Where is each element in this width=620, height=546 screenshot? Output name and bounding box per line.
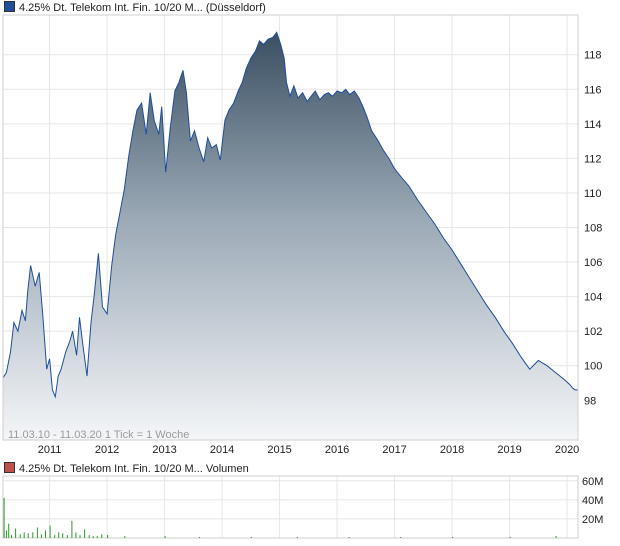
volume-bar bbox=[66, 535, 68, 538]
price-y-tick-label: 106 bbox=[584, 257, 602, 269]
volume-bar bbox=[164, 536, 166, 538]
price-y-tick-label: 116 bbox=[584, 84, 602, 96]
volume-bar bbox=[8, 523, 10, 538]
volume-bar bbox=[250, 537, 252, 538]
volume-bar bbox=[107, 535, 109, 538]
volume-bar bbox=[23, 532, 25, 538]
volume-bar bbox=[96, 536, 98, 538]
volume-y-tick-label: 60M bbox=[582, 476, 603, 488]
volume-bar bbox=[62, 533, 64, 538]
volume-bar bbox=[75, 532, 77, 538]
volume-bar bbox=[27, 533, 29, 538]
price-area bbox=[3, 32, 578, 441]
price-y-tick-label: 100 bbox=[584, 361, 602, 373]
price-y-tick-label: 114 bbox=[584, 119, 602, 131]
volume-bar bbox=[84, 529, 86, 538]
volume-bars bbox=[3, 497, 557, 538]
volume-bar bbox=[32, 532, 34, 538]
range-annotation: 11.03.10 - 11.03.20 1 Tick = 1 Woche bbox=[8, 429, 189, 441]
price-y-tick-label: 104 bbox=[584, 292, 602, 304]
volume-bar bbox=[199, 537, 201, 538]
volume-y-tick-label: 40M bbox=[582, 495, 603, 507]
price-y-tick-label: 118 bbox=[584, 50, 602, 62]
volume-y-axis: 20M 40M 60M bbox=[582, 476, 603, 526]
volume-bar bbox=[5, 530, 7, 538]
x-tick-label: 2019 bbox=[497, 444, 521, 456]
x-tick-label: 2013 bbox=[152, 444, 176, 456]
volume-bar bbox=[452, 537, 454, 538]
x-tick-label: 2020 bbox=[555, 444, 579, 456]
volume-grid bbox=[3, 476, 578, 538]
price-legend-label: 4.25% Dt. Telekom Int. Fin. 10/20 M... (… bbox=[19, 2, 266, 14]
price-legend: 4.25% Dt. Telekom Int. Fin. 10/20 M... (… bbox=[4, 1, 266, 15]
volume-bar bbox=[11, 535, 12, 538]
volume-bar bbox=[101, 534, 103, 538]
volume-y-tick-label: 20M bbox=[582, 514, 603, 526]
price-y-axis: 98 100 102 104 106 108 110 112 114 116 118 bbox=[584, 50, 602, 408]
price-plot-frame bbox=[2, 14, 579, 441]
volume-bar bbox=[54, 535, 56, 538]
volume-bar bbox=[40, 534, 42, 538]
price-y-tick-label: 112 bbox=[584, 153, 602, 165]
price-line bbox=[2, 31, 578, 399]
volume-legend: 4.25% Dt. Telekom Int. Fin. 10/20 M... V… bbox=[4, 462, 249, 476]
x-tick-label: 2017 bbox=[382, 444, 406, 456]
volume-bar bbox=[509, 537, 511, 538]
price-y-tick-label: 108 bbox=[584, 223, 602, 235]
volume-plot-frame bbox=[2, 475, 579, 539]
volume-bar bbox=[555, 536, 557, 538]
volume-bar bbox=[71, 520, 73, 538]
x-tick-label: 2014 bbox=[210, 444, 234, 456]
x-tick-label: 2018 bbox=[440, 444, 464, 456]
x-tick-label: 2011 bbox=[38, 444, 62, 456]
volume-bar bbox=[92, 536, 94, 538]
x-axis: 2011 2012 2013 2014 2015 2016 2017 2018 2019 2020 bbox=[38, 444, 580, 456]
x-tick-label: 2012 bbox=[95, 444, 119, 456]
volume-bar bbox=[400, 537, 402, 538]
volume-bar bbox=[348, 537, 350, 538]
volume-bar bbox=[15, 528, 17, 538]
volume-bar bbox=[45, 530, 46, 538]
volume-legend-swatch bbox=[4, 462, 15, 473]
volume-bar bbox=[3, 497, 5, 538]
volume-bar bbox=[36, 527, 38, 538]
price-y-tick-label: 102 bbox=[584, 326, 602, 338]
price-legend-swatch bbox=[4, 1, 15, 12]
volume-bar bbox=[19, 534, 21, 538]
volume-bar bbox=[79, 535, 81, 538]
volume-bar bbox=[88, 535, 90, 538]
volume-bar bbox=[58, 532, 60, 538]
volume-bar bbox=[296, 537, 298, 538]
volume-bar bbox=[124, 536, 126, 538]
price-y-tick-label: 98 bbox=[584, 395, 596, 407]
x-tick-label: 2015 bbox=[267, 444, 291, 456]
volume-bar bbox=[49, 525, 51, 538]
price-y-tick-label: 110 bbox=[584, 188, 602, 200]
volume-legend-label: 4.25% Dt. Telekom Int. Fin. 10/20 M... V… bbox=[19, 463, 249, 475]
x-tick-label: 2016 bbox=[325, 444, 349, 456]
